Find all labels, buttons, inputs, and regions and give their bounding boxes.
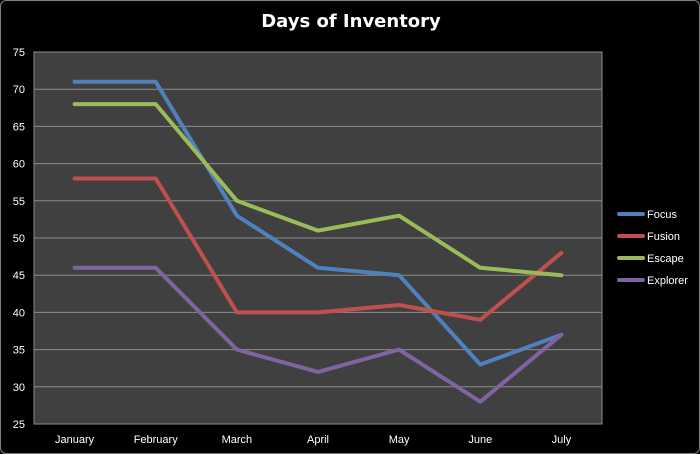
- series-line-explorer: [72, 265, 564, 404]
- x-tick-label: January: [55, 434, 95, 446]
- y-tick-label: 60: [13, 159, 25, 171]
- series-line-fusion: [72, 176, 564, 322]
- legend-label: Explorer: [647, 275, 688, 287]
- y-tick-label: 45: [13, 270, 25, 282]
- series-lines: [72, 79, 564, 404]
- series-line-escape: [72, 102, 564, 278]
- y-tick-label: 70: [13, 84, 25, 96]
- legend: Focus Fusion Escape Explorer: [617, 209, 688, 287]
- x-tick-label: March: [222, 434, 253, 446]
- x-axis-ticks: January February March April May June July: [55, 434, 572, 446]
- y-tick-label: 75: [13, 47, 25, 59]
- series-line-focus: [72, 79, 564, 367]
- x-tick-label: May: [389, 434, 410, 446]
- x-tick-label: July: [552, 434, 572, 446]
- x-tick-label: April: [307, 434, 329, 446]
- legend-label: Focus: [647, 209, 677, 221]
- y-tick-label: 40: [13, 307, 25, 319]
- y-tick-label: 55: [13, 196, 25, 208]
- y-tick-label: 25: [13, 419, 25, 431]
- y-tick-label: 30: [13, 382, 25, 394]
- y-tick-label: 50: [13, 233, 25, 245]
- y-axis-ticks: 25 30 35 40 45 50 55 60 65 70 75: [13, 47, 25, 431]
- y-tick-label: 65: [13, 121, 25, 133]
- legend-label: Escape: [647, 253, 684, 265]
- y-tick-label: 35: [13, 345, 25, 357]
- x-tick-label: February: [134, 434, 179, 446]
- legend-label: Fusion: [647, 231, 680, 243]
- chart-title: Days of Inventory: [261, 11, 441, 32]
- x-tick-label: June: [468, 434, 492, 446]
